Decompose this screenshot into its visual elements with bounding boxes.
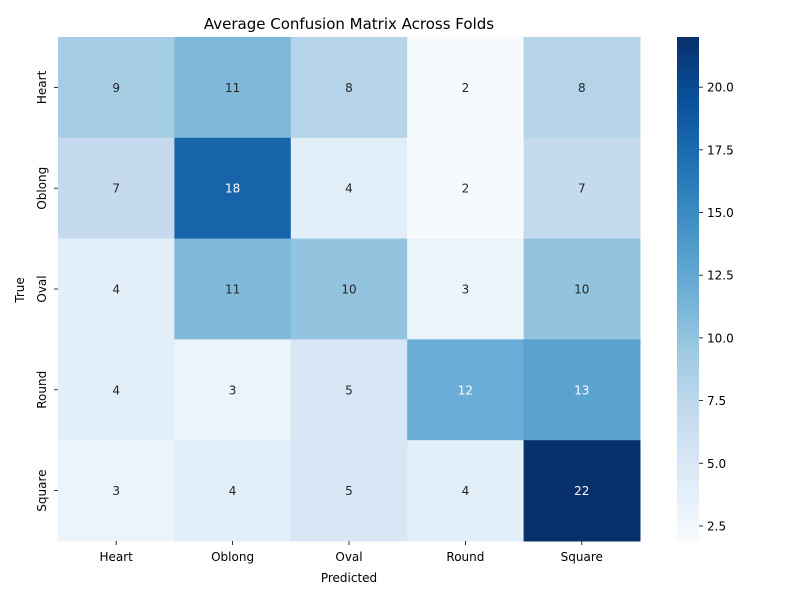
heatmap-cell [523, 37, 641, 139]
heatmap-cell [523, 440, 641, 542]
cell-value-label: 3 [462, 283, 470, 297]
heatmap-cell [523, 339, 641, 441]
heatmap-cell [58, 137, 175, 240]
y-tick-label: Oblong [35, 167, 49, 210]
heatmap-cell [58, 339, 175, 441]
cell-value-label: 4 [345, 182, 353, 196]
x-tick-label: Oval [335, 550, 362, 564]
cell-value-label: 4 [112, 383, 120, 397]
cell-value-label: 18 [225, 182, 240, 196]
colorbar-tick-label: 12.5 [707, 269, 734, 283]
heatmap-cell [174, 339, 292, 441]
y-tick-label: Round [35, 371, 49, 409]
colorbar-tick-label: 5.0 [707, 457, 726, 471]
cell-value-label: 22 [574, 484, 589, 498]
heatmap-cell [174, 37, 292, 139]
y-tick-label: Square [35, 469, 49, 511]
colorbar-tick-label: 15.0 [707, 206, 734, 220]
cell-value-label: 8 [345, 81, 353, 95]
heatmap-cell [407, 238, 525, 340]
cell-value-label: 11 [225, 81, 240, 95]
colorbar-tick-label: 17.5 [707, 143, 734, 157]
heatmap-cell [407, 440, 525, 542]
cell-value-label: 7 [112, 182, 120, 196]
heatmap-cell [174, 238, 292, 340]
heatmap-cell [290, 37, 408, 139]
heatmap-cell [174, 137, 292, 240]
x-tick-label: Oblong [211, 550, 254, 564]
x-axis-ticks: Heart Oblong Oval Round Square [99, 541, 603, 564]
heatmap-cell [58, 440, 175, 542]
cell-value-label: 7 [578, 182, 586, 196]
cell-value-label: 10 [574, 283, 589, 297]
heatmap-cell [407, 37, 525, 139]
heatmap-cell [58, 37, 175, 139]
heatmap-cells [58, 37, 641, 542]
y-tick-label: Oval [35, 275, 49, 302]
cell-value-label: 5 [345, 383, 353, 397]
heatmap-cell [174, 440, 292, 542]
x-tick-label: Round [446, 550, 484, 564]
heatmap-cell [290, 339, 408, 441]
heatmap-cell [58, 238, 175, 340]
cell-value-label: 12 [458, 383, 473, 397]
heatmap-cell [290, 440, 408, 542]
cell-value-label: 4 [229, 484, 237, 498]
cell-value-label: 11 [225, 283, 240, 297]
cell-value-label: 13 [574, 383, 589, 397]
cell-value-label: 2 [462, 182, 470, 196]
heatmap-cell [290, 137, 408, 240]
heatmap-cell [290, 238, 408, 340]
cell-value-label: 3 [229, 383, 237, 397]
colorbar-ticks: 2.5 5.0 7.5 10.0 12.5 15.0 17.5 20.0 [699, 81, 734, 533]
cell-value-label: 3 [112, 484, 120, 498]
cell-value-label: 5 [345, 484, 353, 498]
cell-value-label: 4 [462, 484, 470, 498]
cell-value-label: 2 [462, 81, 470, 95]
colorbar-tick-label: 2.5 [707, 519, 726, 533]
colorbar-tick-label: 10.0 [707, 331, 734, 345]
cell-value-label: 9 [112, 81, 120, 95]
y-axis-ticks: Heart Oblong Oval Round Square [35, 70, 58, 512]
cell-value-label: 10 [341, 283, 356, 297]
colorbar-tick-label: 20.0 [707, 81, 734, 95]
cell-annotations: 9 11 8 2 8 7 18 4 2 7 4 11 10 3 10 4 3 5 12 13 3 4 5 4 22 [112, 81, 589, 498]
x-axis-label: Predicted [321, 571, 377, 585]
heatmap-cell [407, 137, 525, 240]
y-axis-label: True [13, 277, 27, 304]
heatmap-cell [523, 238, 641, 340]
colorbar-tick-label: 7.5 [707, 394, 726, 408]
heatmap-cell [407, 339, 525, 441]
colorbar [677, 37, 699, 541]
y-tick-label: Heart [35, 70, 49, 104]
x-tick-label: Square [561, 550, 603, 564]
cell-value-label: 8 [578, 81, 586, 95]
heatmap-cell [523, 137, 641, 240]
x-tick-label: Heart [99, 550, 133, 564]
chart-title: Average Confusion Matrix Across Folds [204, 15, 494, 33]
cell-value-label: 4 [112, 283, 120, 297]
